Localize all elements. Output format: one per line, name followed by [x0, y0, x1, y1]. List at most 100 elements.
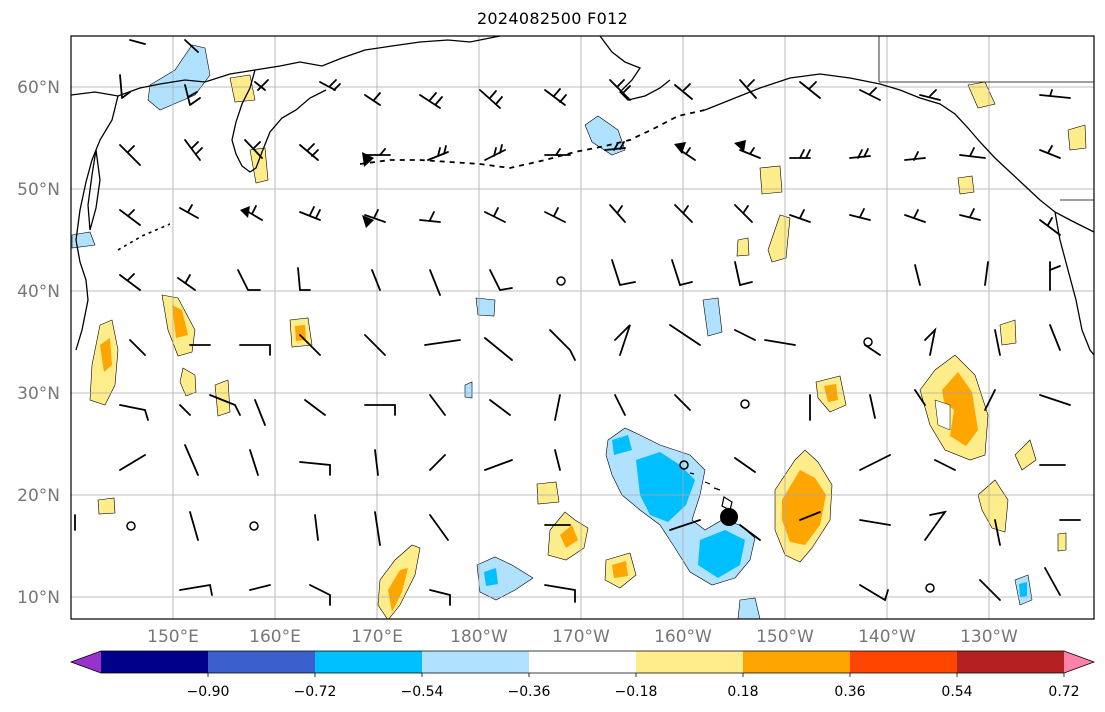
- wind-barb: [419, 211, 441, 223]
- wind-barb: [914, 264, 921, 286]
- lat-label: 20°N: [17, 486, 60, 506]
- wind-barb: [189, 511, 199, 541]
- wind-barbs: [74, 39, 1081, 606]
- wind-barb: [254, 399, 266, 426]
- shaded-fields: [71, 44, 1087, 619]
- colorbar-tick-label: −0.54: [401, 684, 444, 700]
- wind-barb: [734, 457, 756, 473]
- wind-barb: [611, 259, 636, 287]
- lon-label: 160°E: [249, 627, 301, 647]
- positive-area: [536, 481, 560, 505]
- wind-barb: [429, 589, 451, 606]
- wind-barb: [237, 269, 261, 291]
- positive-area: [1057, 532, 1067, 552]
- wind-barb: [671, 259, 693, 287]
- negative-area: [71, 231, 96, 249]
- colorbar-segment: [529, 651, 637, 673]
- wind-barb: [604, 141, 626, 151]
- wind-barb: [1044, 567, 1061, 596]
- latitude-labels: 60°N 50°N 40°N 30°N 20°N 10°N: [17, 78, 60, 608]
- wind-barb: [364, 334, 386, 356]
- lat-label: 10°N: [17, 588, 60, 608]
- colorbar-segment: [743, 651, 851, 673]
- wind-barb: [129, 39, 146, 45]
- wind-barb: [319, 79, 341, 91]
- colorbar-segment: [850, 651, 958, 673]
- lon-label: 150°E: [147, 627, 199, 647]
- wind-barb: [734, 204, 753, 223]
- wind-barb: [859, 454, 891, 471]
- lon-label: 180°W: [450, 627, 508, 647]
- wind-barb: [177, 274, 196, 291]
- wind-barb: [544, 207, 566, 223]
- positive-area: [229, 74, 256, 103]
- wind-barb: [859, 584, 889, 602]
- colorbar-tick-label: −0.72: [294, 684, 337, 700]
- wind-barb: [489, 399, 511, 416]
- wind-barb: [614, 394, 626, 416]
- wind-barb: [764, 339, 796, 346]
- lon-label: 160°W: [654, 627, 712, 647]
- positive-area: [1067, 124, 1087, 151]
- positive-area: [736, 237, 750, 257]
- canada-border: [878, 36, 1094, 201]
- wind-barb: [484, 144, 506, 161]
- wind-barb: [849, 208, 871, 221]
- colorbar-segment: [101, 651, 209, 673]
- negative-area: [484, 568, 498, 586]
- plot-title: 2024082500 F012: [476, 9, 629, 28]
- wind-barb: [479, 89, 503, 109]
- colorbar-segment: [957, 651, 1065, 673]
- wind-barb: [254, 79, 269, 91]
- positive-area: [179, 367, 197, 397]
- lat-label: 30°N: [17, 384, 60, 404]
- positive-area: [214, 379, 231, 417]
- wind-barb: [429, 269, 441, 296]
- wind-barb: [184, 39, 199, 53]
- lon-label: 130°W: [960, 627, 1018, 647]
- colorbar-tick-label: 0.36: [834, 684, 865, 700]
- wind-barb: [914, 389, 926, 406]
- wind-barb: [419, 92, 443, 109]
- wind-barb: [184, 84, 201, 106]
- wind-barb: [374, 449, 379, 476]
- wind-barb: [1049, 261, 1061, 291]
- wind-barb: [119, 273, 141, 291]
- wind-barb: [959, 147, 986, 159]
- hawaiian-islands: [689, 472, 733, 511]
- negative-area: [476, 556, 534, 601]
- kamchatka-coastline: [231, 69, 327, 173]
- positive-area: [957, 175, 975, 195]
- wind-barb: [119, 74, 131, 99]
- wind-barb: [984, 389, 996, 411]
- positive-area: [560, 525, 578, 548]
- wind-barb: [924, 510, 948, 541]
- wind-barb: [299, 461, 331, 476]
- wind-barb: [249, 449, 259, 476]
- wind-barb: [304, 399, 326, 416]
- calm-circle: [556, 276, 566, 286]
- negative-area: [698, 530, 745, 578]
- wind-barb: [1049, 324, 1061, 351]
- wind-barb: [484, 207, 506, 223]
- wind-barb: [544, 148, 571, 156]
- negative-area: [636, 452, 695, 522]
- positive-area: [97, 497, 116, 515]
- wind-barb: [179, 204, 199, 219]
- longitude-labels: 150°E 160°E 170°E 180°W 170°W 160°W 150°…: [147, 627, 1018, 647]
- wind-barb: [239, 344, 271, 356]
- wind-barb: [1039, 145, 1061, 159]
- wind-barb: [994, 519, 1001, 546]
- wind-barb: [1039, 217, 1061, 236]
- wind-barb: [429, 454, 446, 471]
- lon-label: 170°E: [351, 627, 403, 647]
- wind-barb: [489, 269, 513, 291]
- positive-area: [172, 305, 188, 338]
- map-panel: [71, 36, 1094, 619]
- wind-barb: [669, 324, 701, 346]
- calm-circle: [925, 583, 935, 593]
- calm-circle: [249, 521, 259, 531]
- positive-area: [388, 568, 408, 612]
- calm-circle: [863, 337, 873, 347]
- wind-barb: [1039, 89, 1071, 99]
